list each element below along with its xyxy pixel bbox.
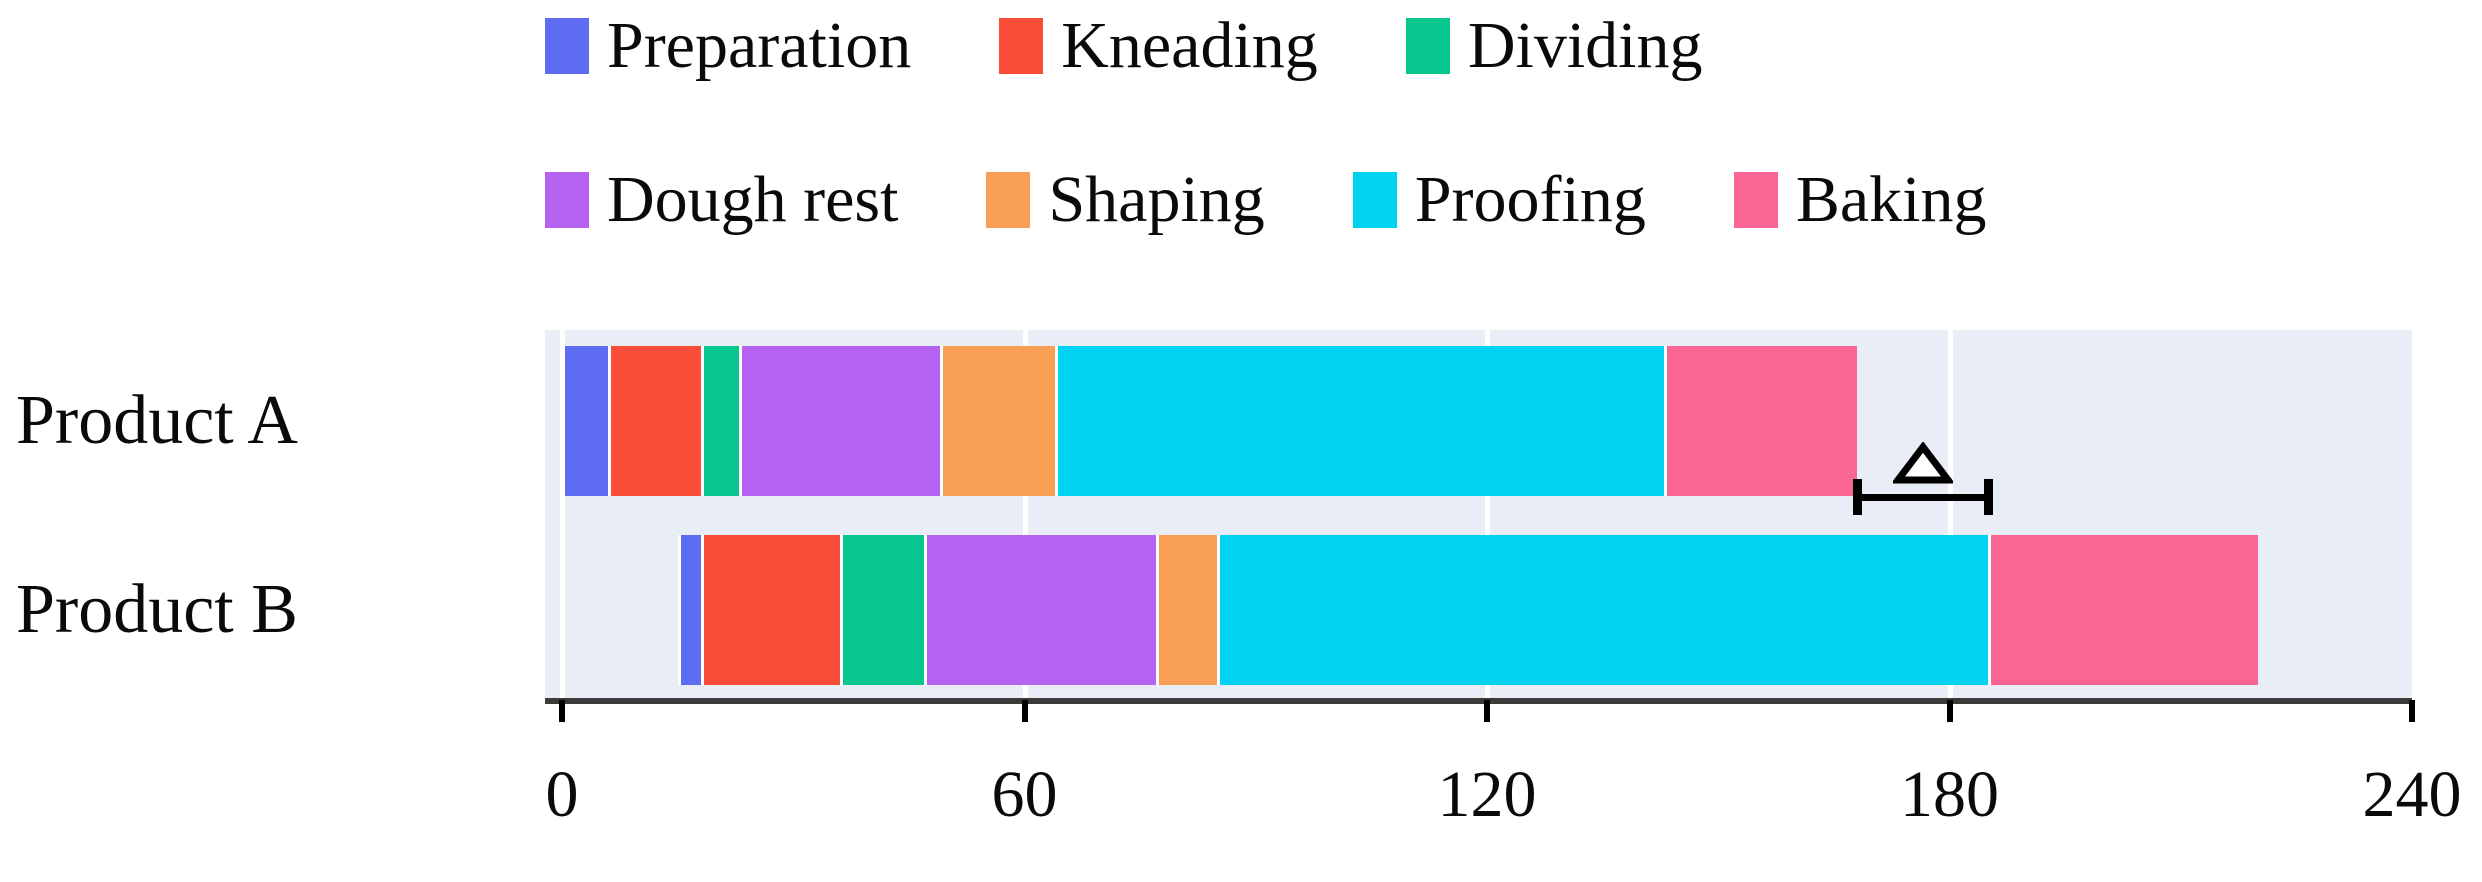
bar-segment-shaping xyxy=(1155,535,1218,685)
bar-segment-dividing xyxy=(839,535,925,685)
x-axis-tick-label: 180 xyxy=(1900,758,1999,831)
delta-bracket-line xyxy=(1857,494,1989,501)
bar-row xyxy=(545,535,2412,685)
legend-swatch xyxy=(1352,172,1397,228)
legend-row: Dough rest Shaping Proofing Baking xyxy=(545,154,2482,246)
grid-line xyxy=(1947,330,1953,702)
x-axis-tick-label: 240 xyxy=(2362,758,2462,831)
legend-swatch xyxy=(545,172,589,228)
x-axis-tick-mark xyxy=(1021,700,1028,722)
legend-label: Proofing xyxy=(1414,163,1646,236)
legend-item: Baking xyxy=(1733,163,1987,236)
bar-segment-proofing xyxy=(1055,346,1665,496)
bar-segment-kneading xyxy=(700,535,840,685)
legend-label: Dividing xyxy=(1467,9,1703,82)
category-label: Product B xyxy=(16,571,298,648)
x-axis-tick-label: 0 xyxy=(545,758,579,831)
legend-item: Proofing xyxy=(1352,163,1646,236)
x-axis-tick-mark xyxy=(2409,700,2415,722)
legend-item: Dough rest xyxy=(545,167,898,233)
delta-bracket-cap xyxy=(1984,479,1994,515)
x-axis-tick-mark xyxy=(559,700,565,722)
x-axis-tick-mark xyxy=(1946,700,1953,722)
legend-swatch xyxy=(999,18,1044,74)
x-axis-tick-label: 120 xyxy=(1437,758,1537,831)
grid-line xyxy=(1022,330,1028,702)
legend-swatch xyxy=(1733,172,1778,228)
legend-item: Shaping xyxy=(986,163,1265,236)
legend-swatch xyxy=(986,172,1031,228)
legend-swatch xyxy=(1405,18,1450,74)
bar-segment-kneading xyxy=(608,346,701,496)
bar-segment-baking xyxy=(1988,535,2258,685)
legend-label: Dough rest xyxy=(607,163,899,236)
legend-row: Preparation Kneading Dividing xyxy=(545,0,2482,92)
x-axis-line xyxy=(545,698,2412,704)
bar-segment-dividing xyxy=(700,346,740,496)
chart-legend: Preparation Kneading Dividing Dough rest Sha… xyxy=(545,0,2482,246)
bar-segment-preparation xyxy=(677,535,701,685)
bar-segment-preparation xyxy=(562,346,609,496)
x-axis-tick-mark xyxy=(1484,700,1490,722)
legend-swatch xyxy=(545,18,589,74)
legend-label: Preparation xyxy=(607,9,912,82)
delta-triangle-icon xyxy=(1890,441,1955,484)
x-axis-tick-label: 60 xyxy=(991,758,1058,831)
legend-item: Preparation xyxy=(545,13,911,79)
bar-segment-baking xyxy=(1664,346,1857,496)
legend-label: Shaping xyxy=(1048,163,1265,236)
category-label: Product A xyxy=(16,382,298,459)
bar-row xyxy=(545,346,2412,496)
bar-segment-shaping xyxy=(939,346,1056,496)
plot-area xyxy=(545,330,2412,702)
legend-label: Baking xyxy=(1795,163,1987,236)
grid-line xyxy=(1485,330,1490,702)
legend-label: Kneading xyxy=(1061,9,1318,82)
legend-item: Dividing xyxy=(1405,9,1703,82)
legend-item: Kneading xyxy=(999,13,1318,79)
bar-segment-proofing xyxy=(1217,535,1989,685)
grid-line xyxy=(560,330,565,702)
delta-bracket-cap xyxy=(1853,479,1862,515)
bar-segment-dough-rest xyxy=(924,535,1156,685)
bar-segment-dough-rest xyxy=(739,346,940,496)
